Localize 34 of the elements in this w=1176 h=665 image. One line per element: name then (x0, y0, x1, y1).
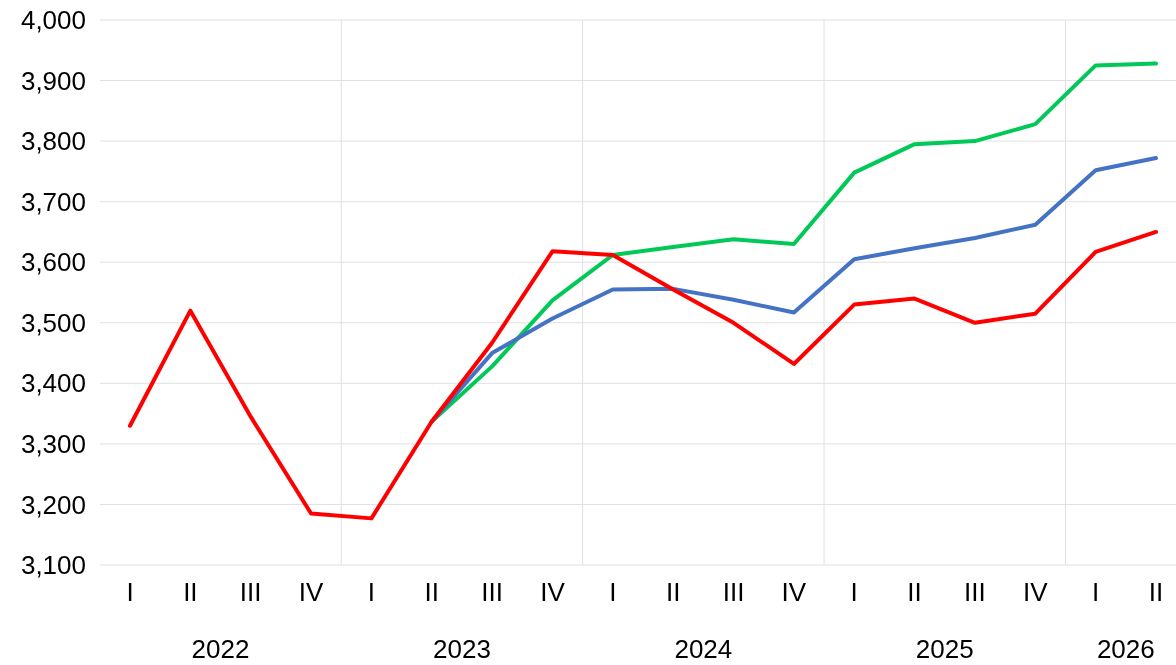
y-tick-label: 3,700 (20, 186, 86, 217)
x-tick-label: III (239, 577, 262, 607)
x-tick-label: I (1092, 577, 1100, 607)
x-tick-label: II (183, 577, 198, 607)
text: 2026 (1096, 634, 1155, 664)
y-tick-label: 4,000 (20, 5, 86, 36)
y-tick-label: 3,100 (20, 550, 86, 581)
x-tick-label: I (850, 577, 858, 607)
x-tick-label: IV (781, 577, 807, 607)
x-tick-label: II (665, 577, 681, 607)
y-tick-label: 3,600 (20, 247, 86, 278)
x-tick-label: I (609, 577, 617, 607)
x-tick-label: IV (298, 577, 324, 607)
y-tick-label: 3,800 (20, 126, 86, 157)
text: 2025 (915, 634, 974, 664)
x-tick-label: II (907, 577, 922, 607)
x-tick-label: II (1148, 577, 1164, 607)
y-tick-label: 3,400 (20, 368, 86, 399)
x-tick-label: III (722, 577, 745, 607)
y-tick-label: 3,200 (20, 489, 86, 520)
text: 2022 (191, 634, 250, 664)
x-tick-label: III (481, 577, 503, 607)
text: 2023 (433, 634, 491, 664)
text: 2024 (674, 634, 733, 664)
x-tick-label: IV (1023, 577, 1049, 607)
x-tick-label: I (367, 577, 376, 607)
y-tick-label: 3,300 (20, 428, 86, 459)
y-tick-label: 3,900 (20, 65, 86, 96)
x-tick-label: IV (540, 577, 566, 607)
x-tick-label: III (964, 577, 986, 607)
x-tick-label: I (126, 577, 134, 607)
y-tick-label: 3,500 (20, 307, 86, 338)
line-series (128, 229, 1158, 521)
x-tick-label: II (424, 577, 439, 607)
